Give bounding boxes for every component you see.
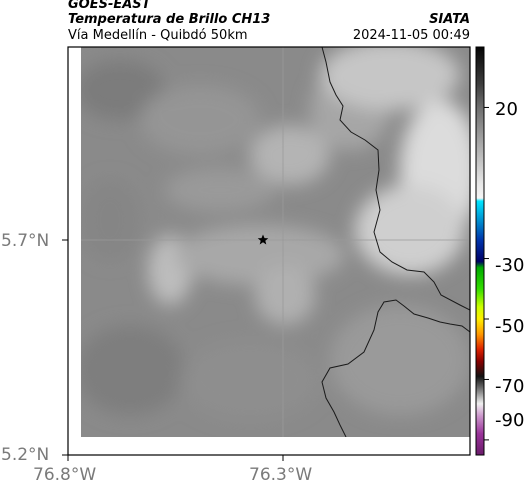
lon-label-76.3: 76.3°W (249, 465, 313, 485)
organization-label: SIATA (429, 12, 470, 27)
colorbar-label-minus90: -90 (495, 410, 525, 431)
map-frame (67, 46, 471, 456)
border-line-south (321, 299, 470, 437)
colorbar-label-minus70: -70 (495, 376, 525, 397)
star-icon (257, 234, 269, 245)
border-line (321, 47, 470, 311)
colorbar-label-minus50: -50 (495, 316, 525, 337)
timestamp-label: 2024-11-05 00:49 (352, 28, 470, 43)
colorbar-frame (475, 46, 485, 456)
colorbar-label-20: 20 (495, 99, 518, 120)
colorbar-ticks (484, 106, 489, 441)
colorbar-label-minus30: -30 (495, 255, 525, 276)
satellite-name: GOES-EAST (68, 0, 151, 12)
route-subtitle: Vía Medellín - Quibdó 50km (68, 28, 248, 43)
lat-label-5.7: 5.7°N (1, 231, 50, 251)
lat-label-5.2: 5.2°N (1, 445, 50, 465)
lon-label-76.8: 76.8°W (33, 465, 97, 485)
product-title: Temperatura de Brillo CH13 (68, 12, 271, 27)
colorbar (476, 47, 484, 455)
brightness-temperature-field (81, 47, 470, 437)
